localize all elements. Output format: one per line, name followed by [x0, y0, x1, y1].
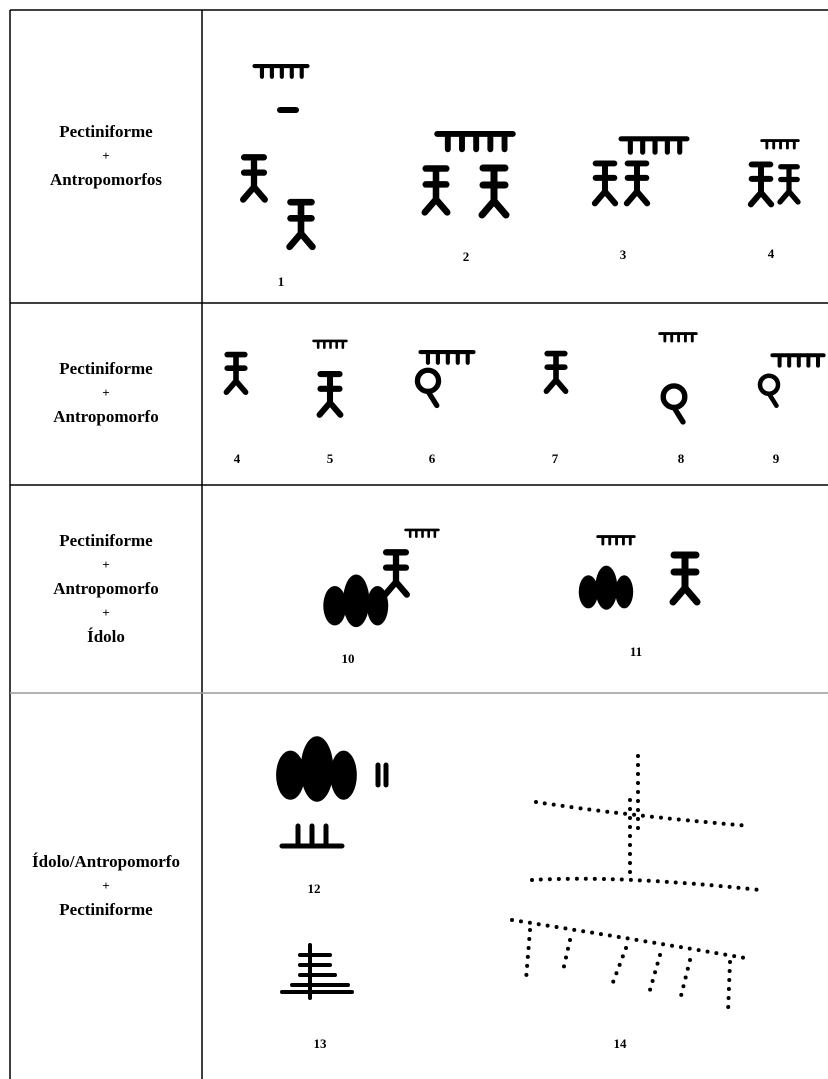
row-label: Ídolo/Antropomorfo: [32, 852, 180, 871]
row-label: Pectiniforme: [59, 122, 153, 141]
figure-number: 7: [552, 451, 559, 466]
figure-number: 3: [620, 247, 627, 262]
figure-number: 9: [773, 451, 780, 466]
figure-number: 6: [429, 451, 436, 466]
figure-number: 11: [630, 644, 642, 659]
figure-number: 14: [614, 1036, 628, 1051]
glyphs: [226, 66, 823, 1014]
row-label: Antropomorfo: [53, 579, 158, 598]
row-label: Antropomorfos: [50, 170, 162, 189]
figure-number: 5: [327, 451, 334, 466]
label-plus: +: [102, 878, 109, 893]
figure-number: 4: [768, 246, 775, 261]
label-plus: +: [102, 385, 109, 400]
label-plus: +: [102, 557, 109, 572]
row-label: Pectiniforme: [59, 531, 153, 550]
table-lines: [9, 9, 828, 1079]
label-plus: +: [102, 148, 109, 163]
figure-number: 13: [314, 1036, 328, 1051]
figure-number: 4: [234, 451, 241, 466]
label-plus: +: [102, 605, 109, 620]
figure-number: 1: [278, 274, 285, 289]
figure-number: 2: [463, 249, 470, 264]
figure-number: 8: [678, 451, 685, 466]
row-label: Pectiniforme: [59, 359, 153, 378]
row-label: Ídolo: [87, 627, 125, 646]
figure-number: 12: [308, 881, 321, 896]
figure-number: 10: [342, 651, 355, 666]
row-label: Antropomorfo: [53, 407, 158, 426]
row-label: Pectiniforme: [59, 900, 153, 919]
